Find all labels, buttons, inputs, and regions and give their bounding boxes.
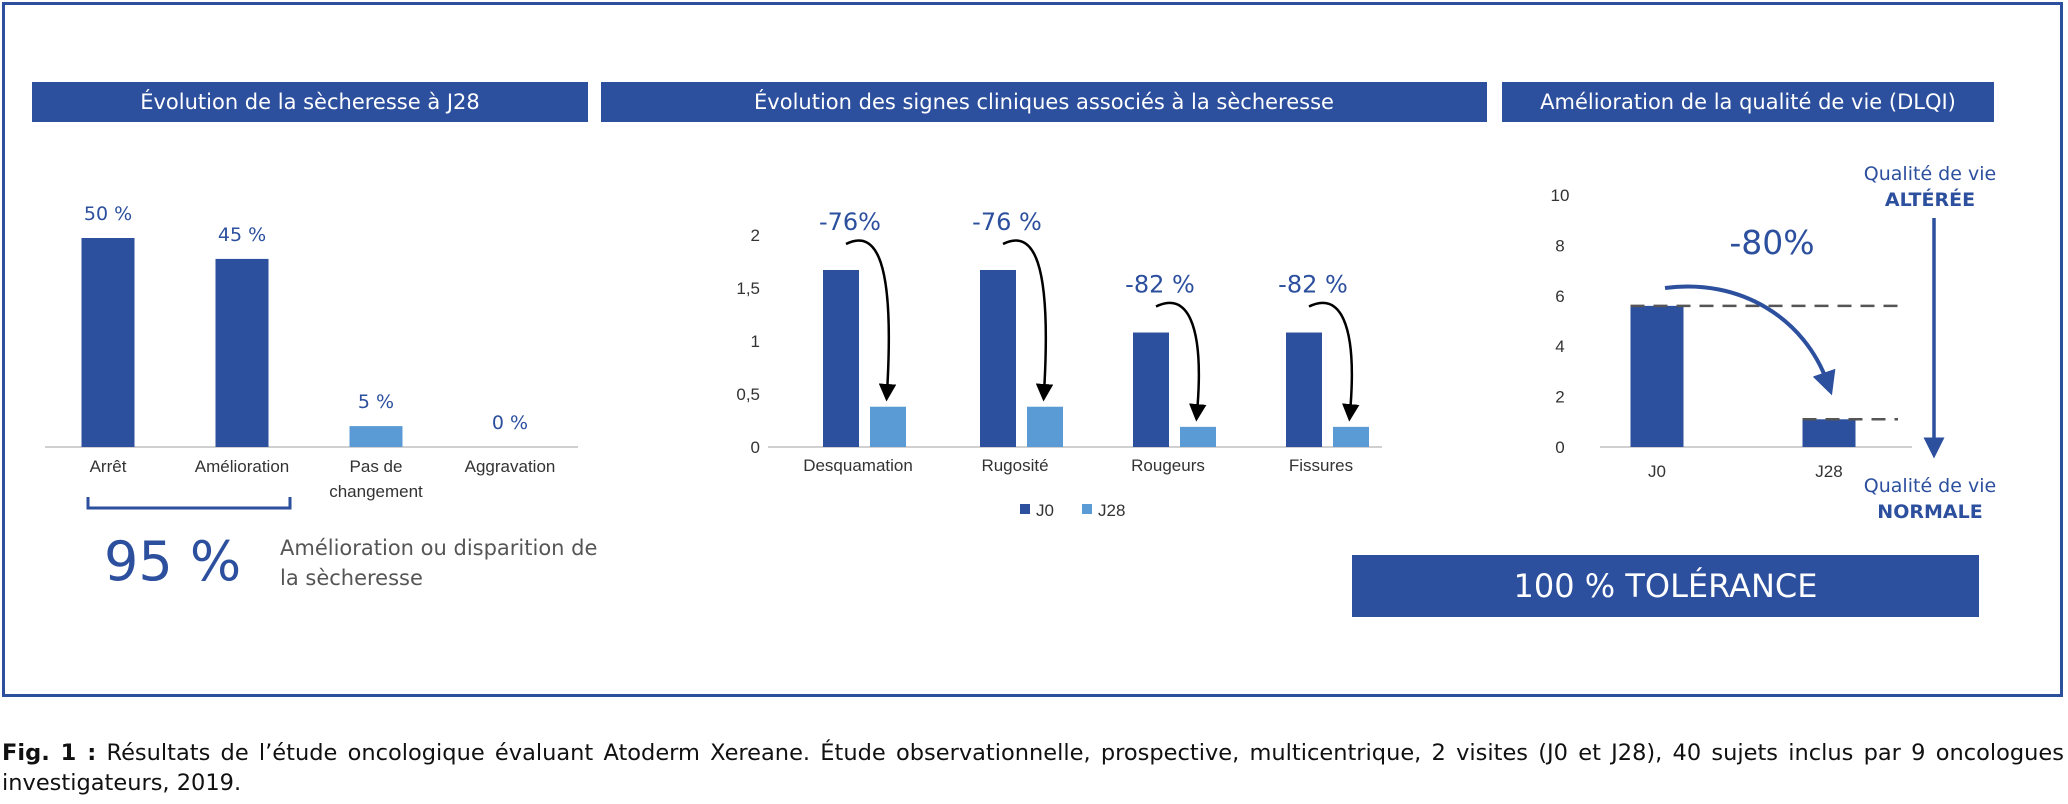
tick-label: changement [329, 482, 423, 501]
caption-label: Fig. 1 : [2, 740, 97, 766]
tick-label: Arrêt [90, 457, 127, 476]
y-tick-label: 6 [1555, 287, 1564, 306]
y-tick-label: 1,5 [736, 279, 760, 298]
data-label: 50 % [84, 203, 132, 225]
reduction-label: -80% [1729, 223, 1814, 262]
bar-j0 [1286, 332, 1322, 447]
tick-label: Fissures [1289, 456, 1353, 475]
bar [1630, 305, 1684, 447]
summary-text: Amélioration ou disparition de la sècher… [280, 536, 598, 590]
data-label: 0 % [492, 412, 528, 434]
y-tick-label: 4 [1555, 337, 1564, 356]
bar [1802, 419, 1856, 447]
reduction-arrow [845, 239, 897, 402]
tick-label: Amélioration [195, 457, 290, 476]
panel-header-dlqi: Amélioration de la qualité de vie (DLQI) [1502, 82, 1994, 122]
legend-swatch-j0 [1020, 504, 1030, 514]
y-tick-label: 2 [751, 226, 760, 245]
bar [215, 258, 269, 447]
reduction-label: -82 % [1125, 271, 1195, 299]
caption-text: Résultats de l’étude oncologique évaluan… [2, 740, 2064, 796]
figure-caption: Fig. 1 : Résultats de l’étude oncologiqu… [2, 738, 2064, 798]
legend-swatch-j28 [1082, 504, 1092, 514]
summary-value: 95 % [104, 530, 242, 593]
bar-j28 [1180, 426, 1216, 447]
reduction-arrow [1002, 239, 1054, 402]
panel-header-dryness: Évolution de la sècheresse à J28 [32, 82, 588, 122]
tick-label: Rugosité [981, 456, 1048, 475]
reduction-label: -76% [819, 208, 881, 236]
y-tick-label: 8 [1555, 236, 1564, 255]
bar-j28 [1333, 426, 1369, 447]
bottom-label-line2: NORMALE [1877, 501, 1982, 523]
reduction-label: -82 % [1278, 271, 1348, 299]
bar-j0 [1133, 332, 1169, 447]
legend-label-j0: J0 [1036, 501, 1054, 520]
y-tick-label: 0 [751, 438, 760, 457]
bar-j28 [1027, 406, 1063, 447]
reduction-label: -76 % [972, 208, 1042, 236]
bar [81, 238, 135, 447]
data-label: 5 % [358, 391, 394, 413]
chart-clinical-signs: 0 0,5 1 1,5 2 Desquamation -76% Rugosité -76 % Ro… [736, 208, 1382, 520]
tick-label: Pas de [350, 457, 403, 476]
tick-label: J28 [1815, 462, 1842, 481]
top-label-line1: Qualité de vie [1864, 163, 1996, 185]
reduction-arrow [1155, 301, 1207, 422]
tick-label: J0 [1648, 462, 1666, 481]
bar-j0 [980, 269, 1016, 447]
data-label: 45 % [218, 224, 266, 246]
panel-header-clinical-signs: Évolution des signes cliniques associés … [601, 82, 1487, 122]
reduction-arrow [1664, 284, 1836, 396]
top-label-line2: ALTÉRÉE [1885, 188, 1975, 211]
tolerance-banner: 100 % TOLÉRANCE [1352, 555, 1979, 617]
bar [349, 426, 403, 447]
y-tick-label: 2 [1555, 388, 1564, 407]
y-tick-label: 0 [1555, 438, 1564, 457]
reduction-arrow [1308, 301, 1360, 422]
legend-label-j28: J28 [1098, 501, 1125, 520]
bottom-label-line1: Qualité de vie [1864, 475, 1996, 497]
figure-frame [2, 2, 2063, 697]
tick-label: Desquamation [803, 456, 913, 475]
tick-label: Rougeurs [1131, 456, 1205, 475]
bar-j0 [823, 269, 859, 447]
chart-dlqi: 0 2 4 6 8 10 J0 J28 -80% Qualité de vie ALTÉRÉE Qua… [1551, 163, 1997, 523]
brace [86, 497, 292, 510]
y-tick-label: 1 [751, 332, 760, 351]
chart-dryness: 50 % Arrêt 45 % Amélioration 5 % Pas de change… [45, 203, 578, 510]
charts-canvas: 50 % Arrêt 45 % Amélioration 5 % Pas de change… [45, 163, 1997, 523]
y-tick-label: 0,5 [736, 385, 760, 404]
tick-label: Aggravation [465, 457, 556, 476]
bar-j28 [870, 406, 906, 447]
y-tick-label: 10 [1551, 186, 1570, 205]
